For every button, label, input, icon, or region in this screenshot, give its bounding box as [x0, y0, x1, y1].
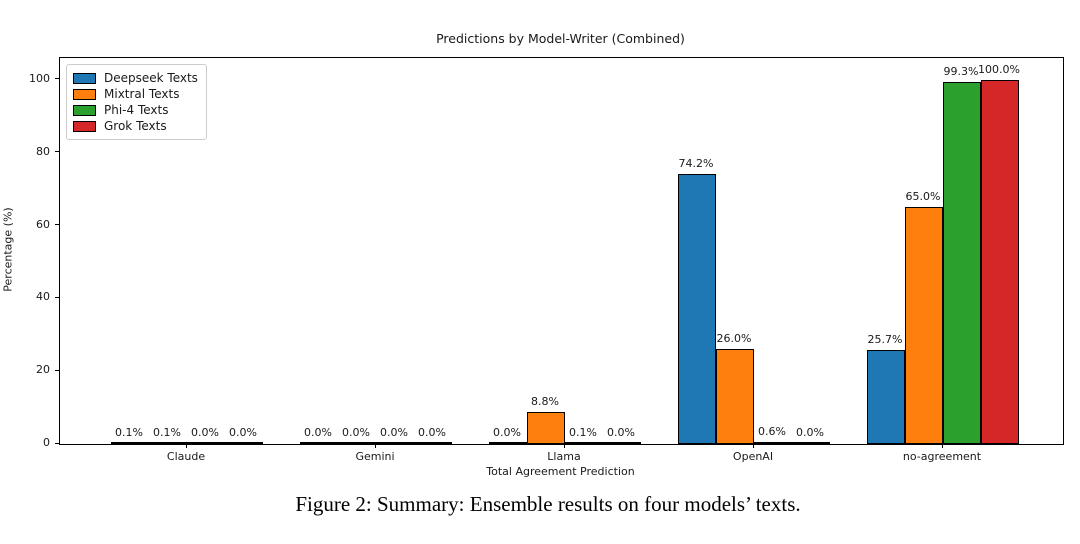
y-tick-label: 60	[36, 217, 50, 231]
bar	[678, 174, 716, 444]
bar-value-label: 8.8%	[531, 395, 559, 408]
x-tick-mark	[564, 444, 565, 448]
legend-swatch	[73, 72, 96, 84]
bar-chart: Predictions by Model-Writer (Combined) P…	[1, 31, 1064, 478]
bar-value-label: 26.0%	[716, 332, 752, 345]
bar-value-label: 0.0%	[418, 426, 446, 439]
bar	[981, 80, 1019, 444]
x-tick-mark	[942, 444, 943, 448]
bar	[754, 442, 792, 444]
bar	[111, 442, 149, 444]
bar-value-label: 0.1%	[569, 426, 597, 439]
bar	[527, 412, 565, 444]
bar	[225, 442, 263, 444]
bar	[905, 207, 943, 444]
x-tick-mark	[186, 444, 187, 448]
bar-value-label: 0.6%	[758, 425, 786, 438]
bar	[489, 442, 527, 444]
chart-title: Predictions by Model-Writer (Combined)	[436, 31, 685, 46]
bar-value-label: 0.0%	[796, 426, 824, 439]
legend-label: Phi-4 Texts	[104, 103, 169, 117]
x-tick-label: Claude	[166, 450, 206, 463]
y-tick-mark	[55, 369, 59, 371]
bar-value-label: 0.0%	[342, 426, 370, 439]
legend-label: Deepseek Texts	[104, 71, 198, 85]
bar	[414, 442, 452, 444]
figure-caption: Figure 2: Summary: Ensemble results on f…	[295, 492, 801, 516]
x-tick-label: OpenAI	[732, 450, 774, 463]
legend-item: Phi-4 Texts	[73, 102, 198, 118]
bar	[603, 442, 641, 444]
legend-swatch	[73, 104, 96, 116]
y-tick-label: 0	[43, 436, 50, 449]
y-axis-label: Percentage (%)	[1, 207, 15, 292]
legend-label: Grok Texts	[104, 119, 167, 133]
y-tick-mark	[55, 224, 59, 225]
y-tick-mark	[55, 442, 59, 444]
y-tick-label: 80	[36, 144, 50, 158]
y-tick-mark	[55, 78, 59, 80]
bar	[716, 349, 754, 444]
plot-area: Deepseek Texts Mixtral Texts Phi-4 Texts Gr…	[59, 57, 1064, 445]
bar-value-label: 99.3%	[943, 65, 979, 78]
x-tick-label: Llama	[547, 450, 581, 463]
bar-value-label: 74.2%	[678, 157, 714, 170]
legend-swatch	[73, 120, 96, 132]
bar-value-label: 0.0%	[380, 426, 408, 439]
y-tick-label: 100	[29, 71, 50, 85]
bar-value-label: 25.7%	[867, 333, 903, 346]
x-tick-label: no-agreement	[902, 450, 982, 463]
legend-item: Mixtral Texts	[73, 86, 198, 102]
y-tick-label: 20	[36, 363, 50, 377]
legend-item: Grok Texts	[73, 118, 198, 134]
bar	[867, 350, 905, 444]
bar-value-label: 0.0%	[191, 426, 219, 439]
bar-value-label: 0.1%	[115, 426, 143, 439]
y-tick-mark	[55, 151, 59, 153]
bar-value-label: 65.0%	[905, 190, 941, 203]
bar-value-label: 0.0%	[229, 426, 257, 439]
bar-value-label: 0.0%	[493, 426, 521, 439]
bar	[338, 442, 376, 444]
bar	[376, 442, 414, 444]
bar	[149, 442, 187, 444]
bar-value-label: 0.0%	[304, 426, 332, 439]
x-tick-mark	[375, 444, 376, 448]
legend: Deepseek Texts Mixtral Texts Phi-4 Texts Gr…	[66, 64, 207, 140]
bar	[792, 442, 830, 444]
x-axis-label: Total Agreement Prediction	[486, 465, 635, 478]
bar	[300, 442, 338, 444]
bar-value-label: 0.0%	[607, 426, 635, 439]
bar	[187, 442, 225, 444]
y-tick-mark	[55, 296, 59, 298]
legend-swatch	[73, 88, 96, 100]
bar	[565, 442, 603, 444]
x-tick-label: Gemini	[355, 450, 395, 463]
bar-value-label: 0.1%	[153, 426, 181, 439]
x-tick-mark	[753, 444, 754, 448]
y-tick-label: 40	[36, 290, 50, 304]
bar-value-label: 100.0%	[978, 63, 1020, 76]
legend-item: Deepseek Texts	[73, 70, 198, 86]
bar	[943, 82, 981, 444]
legend-label: Mixtral Texts	[104, 87, 180, 101]
